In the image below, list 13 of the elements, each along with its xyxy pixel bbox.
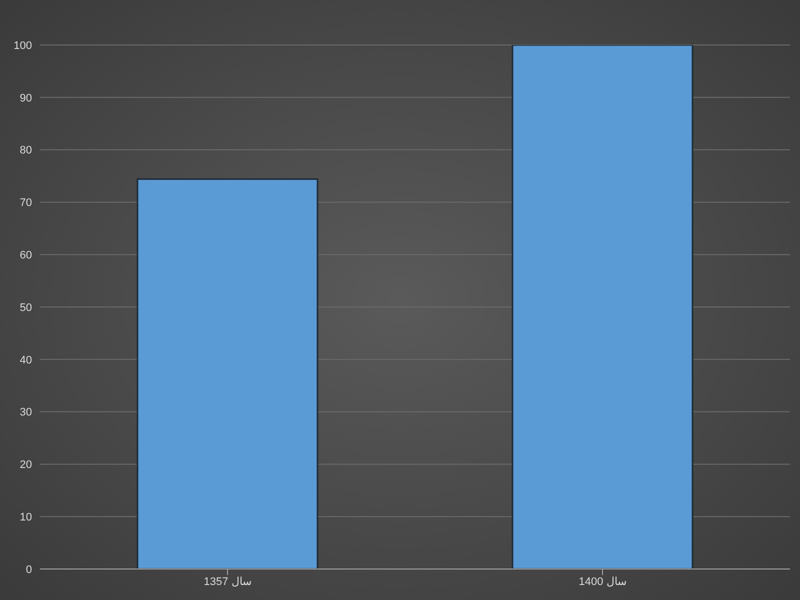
y-tick-label: 20: [20, 459, 32, 472]
y-tick-label: 30: [20, 406, 32, 419]
y-tick-label: 50: [20, 302, 32, 314]
y-tick-label: 60: [20, 250, 32, 262]
y-tick-label: 100: [14, 40, 32, 52]
y-tick-label: 40: [20, 354, 32, 366]
x-tick-label: سال 1357: [204, 576, 252, 588]
x-tick-label: سال 1400: [578, 576, 626, 588]
y-tick-label: 80: [20, 144, 32, 157]
y-tick-label: 10: [20, 512, 32, 524]
y-tick-label: 70: [20, 197, 32, 210]
y-tick-label: 90: [20, 92, 32, 104]
y-tick-label: 0: [26, 564, 32, 576]
